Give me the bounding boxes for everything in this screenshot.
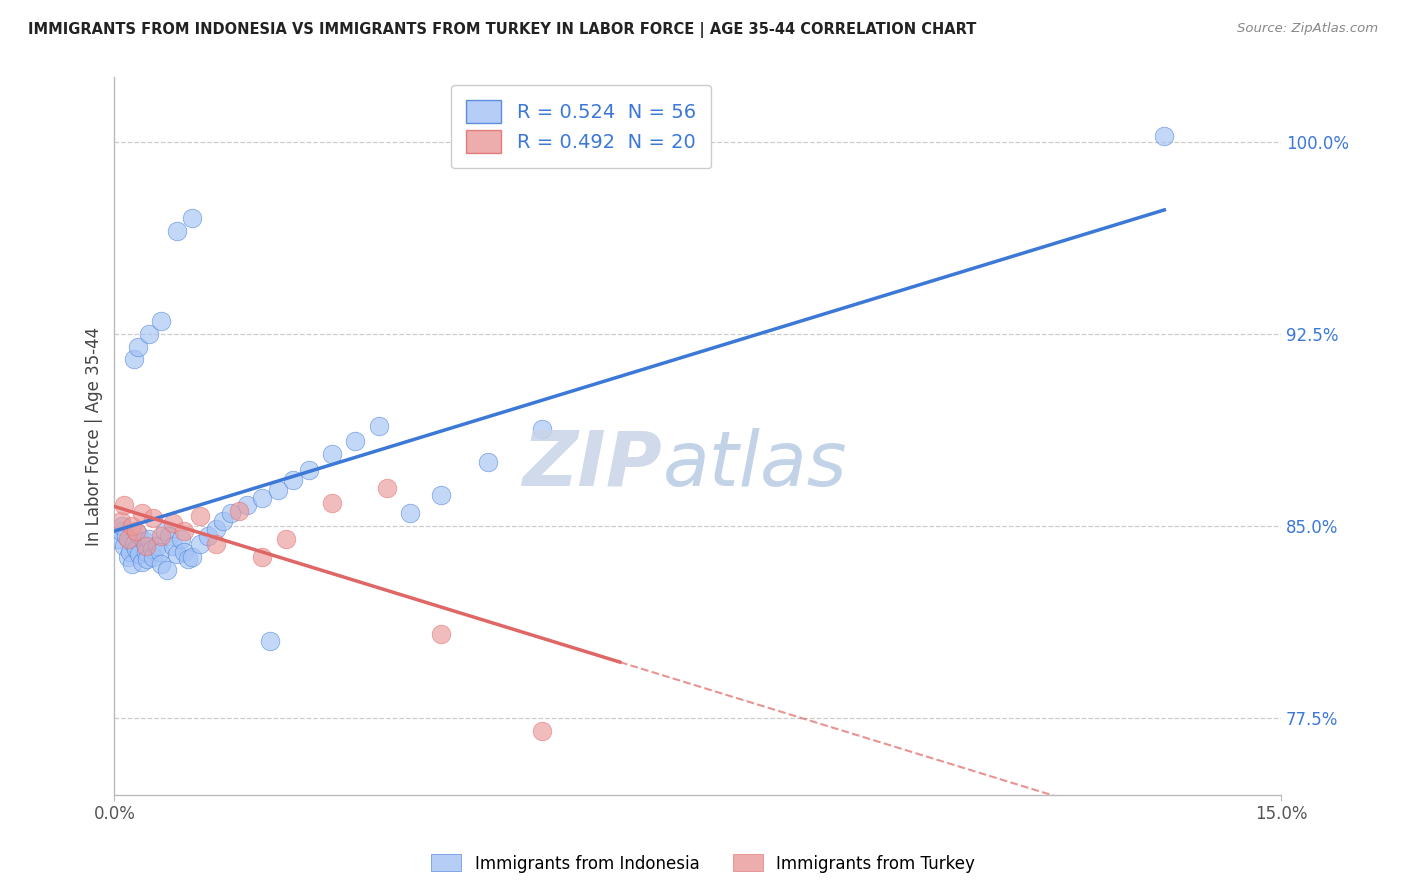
Point [181, 549, 204, 564]
Point [153, 524, 176, 538]
Point [197, 529, 219, 543]
Point [142, 511, 165, 525]
Point [367, 419, 389, 434]
Point [177, 552, 200, 566]
Point [117, 549, 139, 564]
Point [107, 532, 129, 546]
Point [127, 526, 149, 541]
Point [169, 532, 191, 546]
Point [188, 508, 211, 523]
Point [228, 503, 250, 517]
Point [118, 544, 141, 558]
Point [157, 529, 180, 543]
Point [131, 555, 153, 569]
Point [267, 483, 290, 497]
Point [125, 541, 148, 556]
Point [138, 532, 160, 546]
Point [110, 524, 132, 538]
Point [430, 488, 453, 502]
Y-axis label: In Labor Force | Age 35-44: In Labor Force | Age 35-44 [86, 326, 103, 546]
Point [204, 537, 226, 551]
Point [375, 481, 398, 495]
Legend: Immigrants from Indonesia, Immigrants from Turkey: Immigrants from Indonesia, Immigrants fr… [425, 847, 981, 880]
Point [138, 326, 160, 341]
Point [173, 544, 195, 558]
Point [131, 506, 153, 520]
Text: ZIP: ZIP [523, 428, 662, 502]
Point [298, 462, 321, 476]
Point [166, 547, 188, 561]
Point [477, 455, 499, 469]
Text: IMMIGRANTS FROM INDONESIA VS IMMIGRANTS FROM TURKEY IN LABOR FORCE | AGE 35-44 C: IMMIGRANTS FROM INDONESIA VS IMMIGRANTS … [28, 22, 977, 38]
Point [112, 540, 135, 554]
Point [146, 540, 169, 554]
Point [150, 558, 173, 572]
Point [283, 473, 305, 487]
Point [122, 352, 145, 367]
Point [162, 516, 184, 531]
Point [111, 519, 134, 533]
Point [321, 496, 343, 510]
Point [173, 524, 195, 538]
Point [115, 529, 138, 543]
Point [1153, 129, 1175, 144]
Point [181, 211, 204, 226]
Legend: R = 0.524  N = 56, R = 0.492  N = 20: R = 0.524 N = 56, R = 0.492 N = 20 [451, 85, 711, 169]
Point [399, 506, 422, 520]
Point [344, 434, 367, 449]
Point [156, 562, 179, 576]
Point [125, 524, 148, 538]
Point [134, 544, 156, 558]
Point [531, 421, 554, 435]
Point [235, 499, 257, 513]
Point [128, 547, 150, 561]
Point [204, 522, 226, 536]
Point [150, 529, 173, 543]
Point [250, 491, 273, 505]
Point [121, 519, 143, 533]
Point [142, 549, 165, 564]
Point [531, 723, 554, 738]
Text: Source: ZipAtlas.com: Source: ZipAtlas.com [1237, 22, 1378, 36]
Point [274, 532, 297, 546]
Point [259, 634, 281, 648]
Point [136, 552, 159, 566]
Point [212, 514, 235, 528]
Point [112, 499, 135, 513]
Point [250, 549, 273, 564]
Point [110, 514, 132, 528]
Point [117, 532, 139, 546]
Point [132, 534, 155, 549]
Point [430, 626, 453, 640]
Point [122, 537, 145, 551]
Point [150, 314, 173, 328]
Point [162, 540, 184, 554]
Point [121, 558, 143, 572]
Point [188, 537, 211, 551]
Point [148, 544, 170, 558]
Point [141, 541, 163, 556]
Point [127, 340, 149, 354]
Text: atlas: atlas [662, 428, 848, 502]
Point [166, 224, 188, 238]
Point [134, 540, 156, 554]
Point [219, 506, 242, 520]
Point [321, 447, 343, 461]
